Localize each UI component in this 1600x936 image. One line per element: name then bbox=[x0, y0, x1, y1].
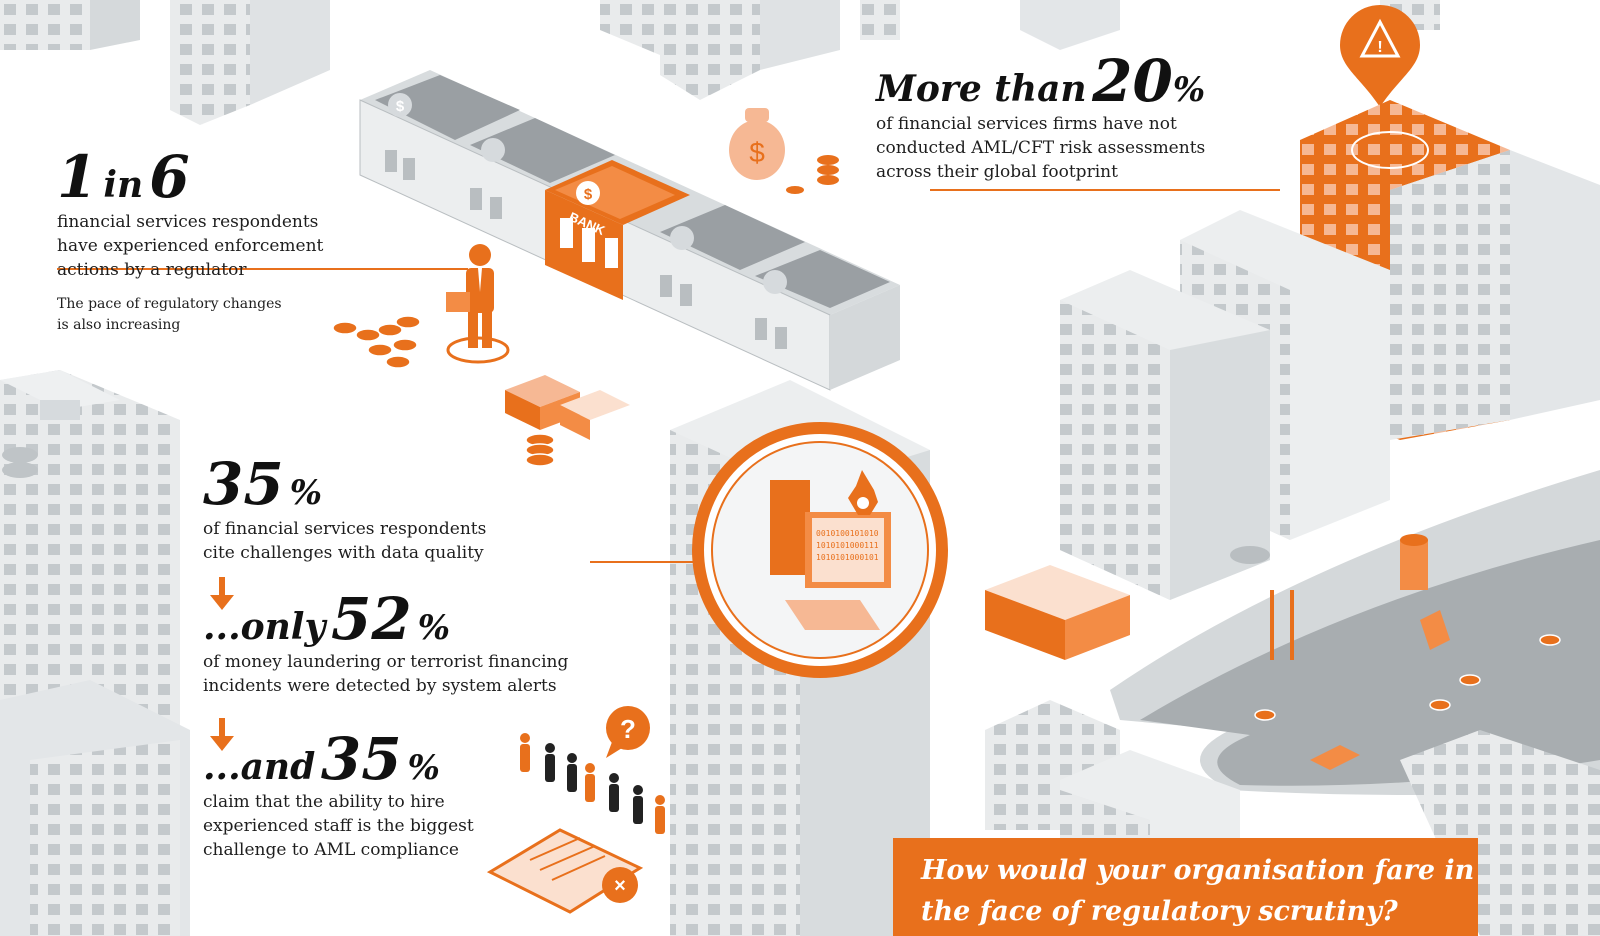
svg-text:?: ? bbox=[620, 714, 636, 744]
stat-more-than-20: More than 20% of financial services firm… bbox=[876, 52, 1256, 184]
stat-one-in-six: 1 in 6 financial services respondents have… bbox=[57, 148, 377, 336]
building-top-center bbox=[600, 0, 900, 100]
stat-more-than-20-headline: More than 20% bbox=[876, 52, 1256, 110]
svg-text:×: × bbox=[614, 875, 626, 897]
call-to-action-banner[interactable]: How would your organisation fare in the … bbox=[893, 838, 1478, 936]
stat-one-in-six-mid: in bbox=[103, 164, 144, 206]
call-to-action-text: How would your organisation fare in the … bbox=[921, 855, 1475, 927]
dollar-icon: $ $ bbox=[388, 93, 787, 294]
businessman-figure bbox=[446, 244, 510, 364]
fire-icon bbox=[848, 470, 878, 515]
globe-icon bbox=[1351, 131, 1429, 169]
building-top-left bbox=[0, 0, 330, 125]
binary-line-1: 0010100101010 bbox=[816, 529, 879, 538]
stat-data-quality-number: 35 bbox=[203, 450, 284, 518]
stat-data-quality-headline: 35% bbox=[203, 455, 563, 513]
coin-pile bbox=[332, 315, 421, 369]
stat-data-quality-description: of financial services respondents cite c… bbox=[203, 519, 487, 563]
svg-text:$: $ bbox=[396, 98, 405, 115]
stat-staff-headline: ...and 35% bbox=[203, 730, 523, 788]
stat-detected-suffix: % bbox=[417, 608, 450, 648]
stat-one-in-six-headline: 1 in 6 bbox=[57, 148, 377, 206]
question-icon: ? bbox=[606, 706, 650, 758]
stat-more-than-20-suffix: % bbox=[1172, 70, 1206, 110]
stat-staff-number: 35 bbox=[320, 725, 402, 793]
bank-row: BANK $ $ bbox=[359, 70, 900, 391]
down-arrow-icon bbox=[210, 577, 234, 751]
cash-stack bbox=[505, 375, 630, 467]
binary-line-2: 1010101000111 bbox=[816, 541, 879, 550]
stat-one-in-six-note: The pace of regulatory changes is also i… bbox=[57, 296, 282, 333]
stat-more-than-20-description: of financial services firms have not con… bbox=[876, 114, 1206, 182]
svg-text:$: $ bbox=[749, 137, 765, 168]
warning-icon: ! bbox=[1340, 5, 1420, 107]
stat-one-in-six-description: financial services respondents have expe… bbox=[57, 212, 324, 280]
stat-detected-prefix: ...only bbox=[203, 606, 326, 648]
stat-data-quality-suffix: % bbox=[289, 473, 323, 513]
stat-staff-suffix: % bbox=[407, 748, 440, 788]
stat-data-quality: 35% of financial services respondents ci… bbox=[203, 455, 563, 565]
svg-text:!: ! bbox=[1377, 39, 1382, 56]
stat-detected-description: of money laundering or terrorist financi… bbox=[203, 652, 569, 696]
building-cluster-right bbox=[1060, 100, 1600, 600]
people-queue: ? bbox=[520, 706, 665, 834]
stat-staff-description: claim that the ability to hire experienc… bbox=[203, 792, 474, 860]
binary-line-3: 1010101000101 bbox=[816, 553, 879, 562]
cash-stack-right bbox=[985, 565, 1130, 660]
stat-one-in-six-num-a: 1 bbox=[57, 143, 98, 211]
reject-icon: × bbox=[486, 828, 644, 914]
stat-staff-prefix: ...and bbox=[203, 746, 316, 788]
svg-text:$: $ bbox=[584, 186, 593, 203]
stat-detected: ...only 52% of money laundering or terro… bbox=[203, 590, 623, 698]
building-left bbox=[0, 370, 190, 936]
stat-detected-headline: ...only 52% bbox=[203, 590, 623, 648]
stat-more-than-20-prefix: More than bbox=[876, 68, 1087, 110]
data-quality-graphic: 0010100101010 1010101000111 101010100010… bbox=[590, 422, 948, 678]
stat-detected-number: 52 bbox=[330, 585, 412, 653]
money-bag-icon: $ bbox=[729, 108, 839, 194]
stat-one-in-six-num-b: 6 bbox=[149, 143, 190, 211]
stat-staff: ...and 35% claim that the ability to hir… bbox=[203, 730, 523, 862]
stat-more-than-20-number: 20 bbox=[1092, 47, 1173, 115]
sewer-pipe bbox=[1110, 470, 1600, 795]
